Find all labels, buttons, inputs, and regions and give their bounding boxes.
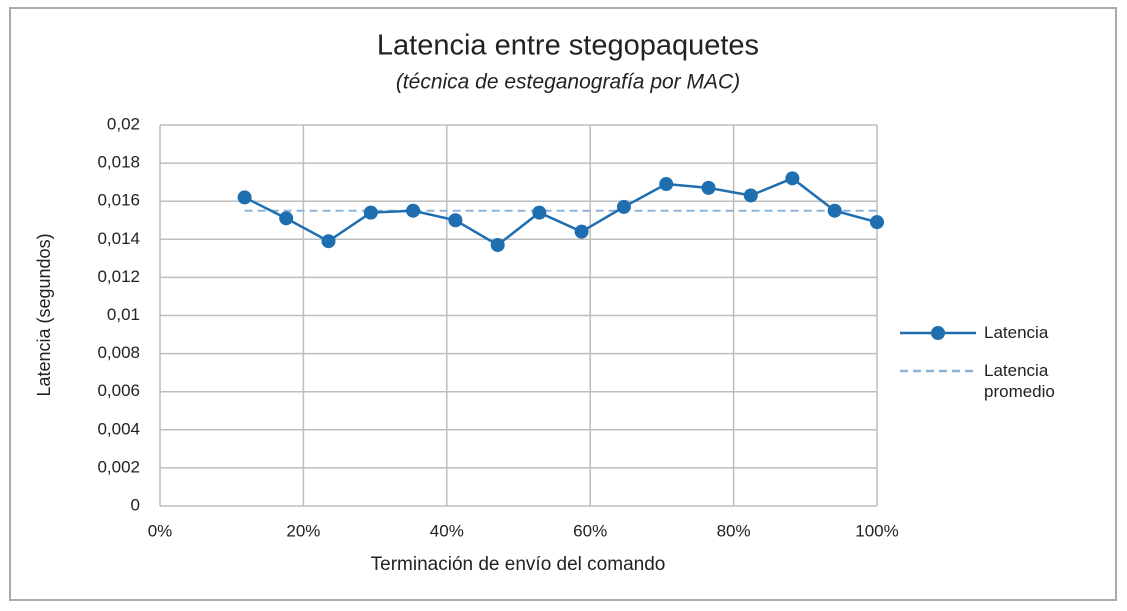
x-tick-label: 40% <box>430 521 464 540</box>
y-tick-label: 0 <box>131 495 140 514</box>
y-tick-label: 0,014 <box>97 229 140 248</box>
data-point <box>237 190 252 205</box>
data-point <box>870 215 884 230</box>
data-point <box>321 234 336 249</box>
data-point <box>490 238 505 253</box>
data-point <box>701 180 716 195</box>
frame <box>9 7 1117 601</box>
data-point <box>785 171 800 186</box>
x-tick-label: 20% <box>286 521 320 540</box>
y-tick-label: 0,016 <box>97 191 140 210</box>
y-tick-label: 0,006 <box>97 381 140 400</box>
x-tick-label: 0% <box>148 521 173 540</box>
data-point <box>659 177 674 192</box>
y-tick-label: 0,018 <box>97 153 140 172</box>
chart-subtitle: (técnica de esteganografía por MAC) <box>396 71 740 94</box>
x-tick-label: 80% <box>717 521 751 540</box>
legend-swatch <box>900 326 976 340</box>
legend-swatch <box>900 369 976 373</box>
y-tick-label: 0,012 <box>97 267 140 286</box>
y-tick-label: 0,002 <box>97 457 140 476</box>
y-tick-label: 0,004 <box>97 419 140 438</box>
data-point <box>448 213 463 228</box>
chart-title: Latencia entre stegopaquetes <box>377 30 759 62</box>
y-tick-label: 0,02 <box>107 114 140 133</box>
x-axis-label: Terminación de envío del comando <box>371 554 666 575</box>
legend-label: Latencia promedio <box>984 361 1055 401</box>
data-point <box>616 199 631 214</box>
data-point <box>574 224 589 239</box>
data-point <box>743 188 758 203</box>
legend-entry: Latencia promedio <box>900 360 1099 402</box>
data-point <box>363 205 378 220</box>
series-line <box>244 176 878 247</box>
legend-marker <box>931 326 945 340</box>
data-point <box>406 203 421 218</box>
y-axis-label: Latencia (segundos) <box>34 233 54 396</box>
legend-label: Latencia <box>984 323 1049 342</box>
data-point <box>532 205 547 220</box>
legend-entry: Latencia <box>900 322 1099 344</box>
data-point <box>279 211 294 226</box>
y-tick-label: 0,008 <box>97 343 140 362</box>
data-point <box>827 203 842 218</box>
y-tick-label: 0,01 <box>107 305 140 324</box>
x-tick-label: 100% <box>855 521 898 540</box>
x-tick-label: 60% <box>573 521 607 540</box>
